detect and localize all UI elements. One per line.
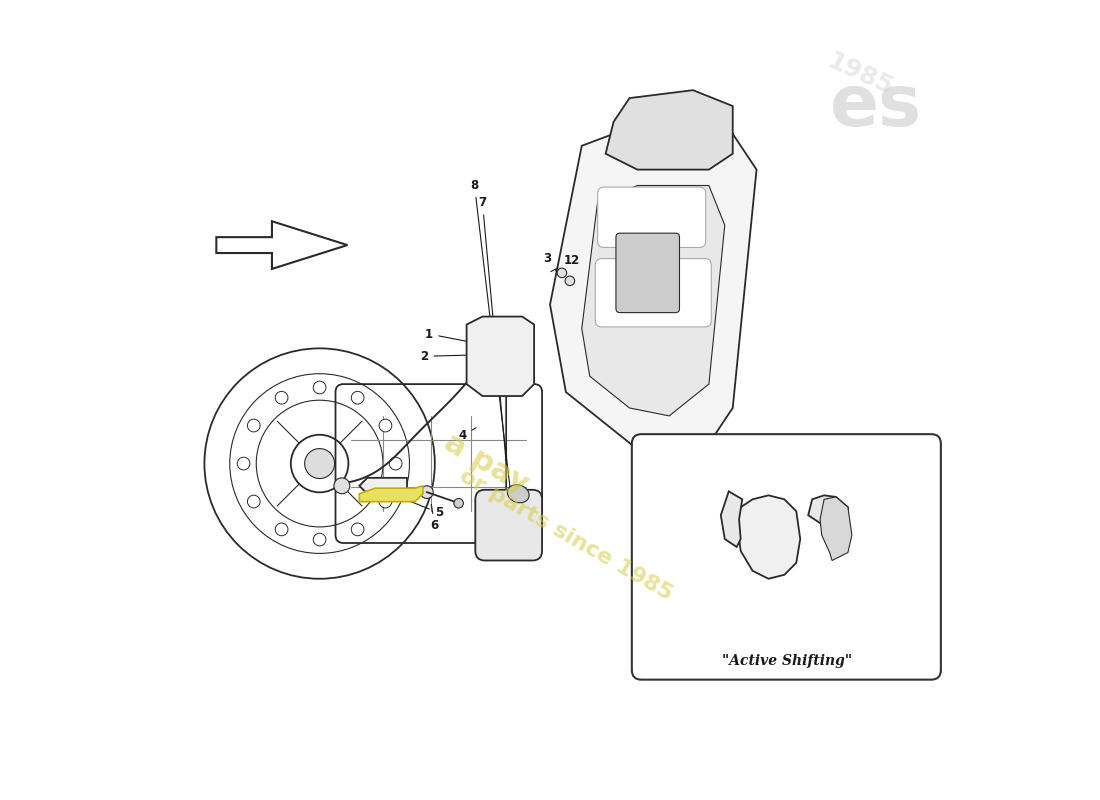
- FancyBboxPatch shape: [616, 233, 680, 313]
- Polygon shape: [582, 186, 725, 416]
- Polygon shape: [466, 317, 535, 396]
- Text: 11: 11: [660, 478, 763, 543]
- Text: or parts since 1985: or parts since 1985: [456, 466, 675, 604]
- Text: a pay: a pay: [439, 428, 534, 499]
- Circle shape: [275, 523, 288, 536]
- Circle shape: [379, 419, 392, 432]
- FancyBboxPatch shape: [336, 384, 542, 543]
- Polygon shape: [217, 222, 348, 269]
- Circle shape: [314, 534, 326, 546]
- Text: 7: 7: [478, 197, 506, 461]
- Ellipse shape: [507, 485, 529, 502]
- Polygon shape: [808, 495, 848, 531]
- Polygon shape: [821, 497, 851, 561]
- Polygon shape: [606, 90, 733, 170]
- Circle shape: [752, 478, 763, 489]
- Text: 9: 9: [825, 534, 838, 580]
- Text: 11: 11: [669, 486, 746, 506]
- Circle shape: [759, 530, 778, 550]
- Circle shape: [558, 268, 566, 278]
- Circle shape: [351, 523, 364, 536]
- Circle shape: [275, 391, 288, 404]
- Text: 6: 6: [431, 505, 439, 532]
- Circle shape: [248, 495, 260, 508]
- Text: 13: 13: [660, 485, 757, 527]
- Text: 3: 3: [543, 252, 557, 271]
- Circle shape: [744, 525, 751, 533]
- FancyBboxPatch shape: [595, 258, 712, 327]
- Text: "Active Shifting": "Active Shifting": [722, 654, 851, 667]
- Text: 8: 8: [471, 179, 512, 501]
- Polygon shape: [720, 491, 742, 547]
- Polygon shape: [360, 486, 422, 502]
- Text: 5: 5: [394, 494, 443, 519]
- FancyBboxPatch shape: [631, 434, 940, 680]
- Circle shape: [238, 457, 250, 470]
- Circle shape: [351, 391, 364, 404]
- Text: 10: 10: [669, 473, 745, 498]
- Circle shape: [779, 562, 786, 570]
- Polygon shape: [360, 478, 407, 494]
- Circle shape: [508, 342, 520, 354]
- Circle shape: [314, 381, 326, 394]
- Text: es: es: [829, 71, 922, 141]
- Text: 4: 4: [459, 428, 476, 442]
- Circle shape: [379, 495, 392, 508]
- Text: 2: 2: [420, 350, 480, 363]
- Circle shape: [792, 549, 801, 557]
- Text: 1: 1: [426, 327, 472, 342]
- Circle shape: [389, 457, 402, 470]
- Circle shape: [248, 419, 260, 432]
- Polygon shape: [550, 122, 757, 456]
- FancyBboxPatch shape: [475, 490, 542, 561]
- Circle shape: [305, 449, 334, 478]
- Text: 12: 12: [551, 254, 580, 272]
- Circle shape: [454, 498, 463, 508]
- Text: 10: 10: [660, 475, 763, 559]
- Circle shape: [764, 474, 772, 482]
- Circle shape: [420, 486, 433, 498]
- Circle shape: [565, 276, 574, 286]
- Polygon shape: [737, 495, 801, 578]
- Circle shape: [755, 554, 762, 562]
- FancyBboxPatch shape: [597, 187, 706, 247]
- Text: 1985: 1985: [823, 49, 896, 100]
- Circle shape: [334, 478, 350, 494]
